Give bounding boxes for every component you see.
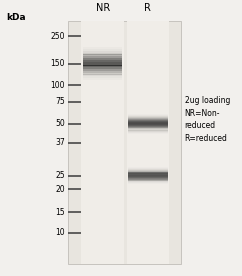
Text: 150: 150 <box>50 59 65 68</box>
Bar <box>81 21 124 264</box>
Text: 15: 15 <box>55 208 65 217</box>
Text: 20: 20 <box>55 185 65 194</box>
Text: NR: NR <box>96 3 110 13</box>
Text: 37: 37 <box>55 138 65 147</box>
Text: 100: 100 <box>50 81 65 90</box>
Text: 2ug loading
NR=Non-
reduced
R=reduced: 2ug loading NR=Non- reduced R=reduced <box>185 96 230 143</box>
Text: 75: 75 <box>55 97 65 106</box>
Bar <box>127 21 169 264</box>
Text: 250: 250 <box>50 32 65 41</box>
Text: 50: 50 <box>55 119 65 128</box>
Text: 25: 25 <box>55 171 65 180</box>
Text: R: R <box>144 3 151 13</box>
Text: kDa: kDa <box>7 13 26 22</box>
Bar <box>68 21 181 264</box>
Text: 10: 10 <box>55 229 65 237</box>
